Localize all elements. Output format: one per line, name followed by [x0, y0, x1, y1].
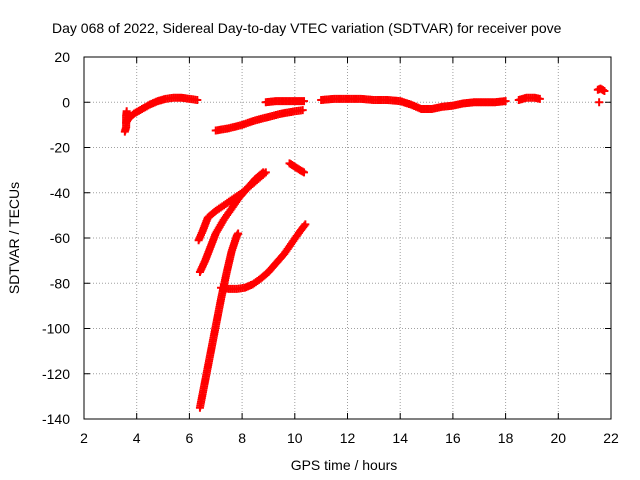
- data-point: [257, 169, 266, 178]
- x-tick-label: 14: [392, 430, 408, 446]
- data-point: [501, 97, 510, 106]
- x-tick-label: 10: [287, 430, 303, 446]
- y-tick-label: 0: [62, 94, 70, 110]
- x-tick-label: 2: [80, 430, 88, 446]
- data-point: [259, 168, 268, 177]
- x-tick-label: 22: [603, 430, 619, 446]
- y-tick-label: -140: [42, 411, 70, 427]
- data-point: [301, 220, 310, 229]
- data-point: [300, 221, 309, 230]
- grid-lines: [84, 57, 611, 419]
- data-point: [234, 229, 243, 238]
- y-tick-label: -60: [50, 230, 70, 246]
- y-tick-label: -100: [42, 321, 70, 337]
- data-point: [300, 168, 309, 177]
- y-tick-label: -40: [50, 185, 70, 201]
- data-point: [298, 106, 307, 115]
- x-axis-label: GPS time / hours: [291, 457, 398, 473]
- data-points: [120, 84, 609, 412]
- y-tick-label: -80: [50, 275, 70, 291]
- x-tick-label: 4: [133, 430, 141, 446]
- chart-title: Day 068 of 2022, Sidereal Day-to-day VTE…: [52, 20, 562, 36]
- data-point: [122, 107, 131, 116]
- x-tick-label: 16: [445, 430, 461, 446]
- x-tick-label: 6: [186, 430, 194, 446]
- x-tick-label: 8: [238, 430, 246, 446]
- data-point: [600, 86, 609, 95]
- data-point: [193, 95, 202, 104]
- x-tick-label: 20: [551, 430, 567, 446]
- x-tick-label: 12: [340, 430, 356, 446]
- data-point: [535, 94, 544, 103]
- y-tick-label: -120: [42, 366, 70, 382]
- axis-ticks: 2 4 6 8 10 12 14 16 18 20 22 -140 -120 -100 -80 -60 -40 -…: [42, 49, 619, 446]
- data-point: [595, 98, 604, 107]
- x-tick-label: 18: [498, 430, 514, 446]
- y-axis-label: SDTVAR / TECUs: [6, 182, 22, 294]
- y-tick-label: 20: [54, 49, 70, 65]
- y-tick-label: -20: [50, 140, 70, 156]
- data-point: [300, 97, 309, 106]
